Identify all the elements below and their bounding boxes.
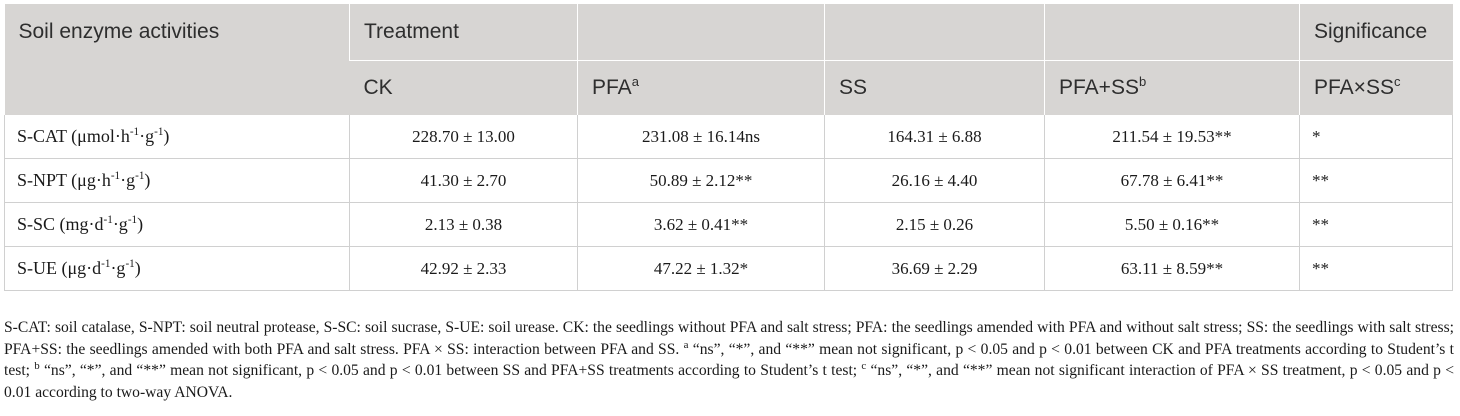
enzyme-table-container: Soil enzyme activities Treatment Signifi… [4, 4, 1453, 291]
header-ss-text: SS [839, 76, 868, 99]
row-label: S-UE (μg·d-1·g-1) [4, 246, 350, 291]
table-row: S-CAT (μmol·h-1·g-1) 228.70 ± 13.00 231.… [4, 115, 1453, 159]
cell-ck: 228.70 ± 13.00 [349, 115, 578, 159]
row-label: S-CAT (μmol·h-1·g-1) [4, 115, 350, 159]
cell-ss: 2.15 ± 0.26 [824, 202, 1045, 247]
row-label-sup: -1 [103, 214, 113, 226]
header-pfa-ss-text: PFA+SS [1059, 76, 1139, 99]
enzyme-activity-table: Soil enzyme activities Treatment Signifi… [4, 4, 1453, 291]
table-header: Soil enzyme activities Treatment Signifi… [4, 4, 1453, 115]
header-pfa-ss-sup: b [1138, 74, 1147, 89]
header-group-treatment: Treatment [349, 4, 578, 61]
row-label-sup: -1 [127, 214, 138, 226]
header-blank-3 [1044, 4, 1300, 61]
header-pfa: PFAa [577, 60, 825, 115]
cell-significance: * [1299, 115, 1453, 159]
cell-ck: 2.13 ± 0.38 [349, 202, 578, 247]
cell-ss: 164.31 ± 6.88 [824, 115, 1045, 159]
row-label-part: ·g [120, 170, 136, 190]
table-row: S-UE (μg·d-1·g-1) 42.92 ± 2.33 47.22 ± 1… [4, 246, 1453, 291]
table-row: S-NPT (μg·h-1·g-1) 41.30 ± 2.70 50.89 ± … [4, 158, 1453, 203]
cell-ss: 26.16 ± 4.40 [824, 158, 1045, 203]
footnote-b-text: “ns”, “*”, and “**” mean not significant… [43, 362, 858, 379]
row-label-part: S-UE (μg·d [17, 258, 102, 278]
header-row-groups: Soil enzyme activities Treatment Signifi… [4, 4, 1453, 115]
row-label: S-NPT (μg·h-1·g-1) [4, 158, 350, 203]
footnote-c-text: “ns”, “*”, and “**” mean not significant… [4, 362, 1454, 401]
footnote-a-text: “ns”, “*”, and “**” mean not significant… [4, 340, 1454, 380]
row-label-part: ·g [139, 126, 155, 146]
row-label-part: ) [144, 170, 151, 190]
cell-pfa: 231.08 ± 16.14ns [577, 115, 825, 159]
row-label-sup: -1 [101, 258, 111, 270]
cell-significance: ** [1299, 158, 1453, 203]
cell-ss: 36.69 ± 2.29 [824, 246, 1045, 291]
footnote-main: S-CAT: soil catalase, S-NPT: soil neutra… [4, 319, 1454, 358]
header-blank-1 [577, 4, 825, 61]
row-label-sup: -1 [110, 170, 121, 182]
cell-significance: ** [1299, 246, 1453, 291]
cell-pfa-ss: 63.11 ± 8.59** [1044, 246, 1300, 291]
header-pfa-ss: PFA+SSb [1044, 60, 1300, 115]
header-pfa-text: PFA [592, 76, 632, 99]
header-pfa-x-ss-sup: c [1393, 74, 1401, 89]
header-group-significance: Significance [1299, 4, 1453, 61]
row-label-part: ) [134, 258, 141, 278]
row-label-sup: -1 [125, 258, 135, 270]
table-body: S-CAT (μmol·h-1·g-1) 228.70 ± 13.00 231.… [4, 115, 1453, 291]
header-pfa-sup: a [631, 74, 639, 89]
header-ck: CK [349, 60, 578, 115]
header-blank-2 [824, 4, 1045, 61]
row-label-sup: -1 [154, 126, 164, 138]
row-label: S-SC (mg·d-1·g-1) [4, 202, 350, 247]
cell-pfa: 50.89 ± 2.12** [577, 158, 825, 203]
cell-pfa-ss: 211.54 ± 19.53** [1044, 115, 1300, 159]
cell-pfa: 3.62 ± 0.41** [577, 202, 825, 247]
row-label-part: S-SC (mg·d [17, 214, 104, 234]
table-row: S-SC (mg·d-1·g-1) 2.13 ± 0.38 3.62 ± 0.4… [4, 202, 1453, 247]
cell-pfa-ss: 67.78 ± 6.41** [1044, 158, 1300, 203]
footnote-c-mark: c [861, 359, 867, 372]
row-label-part: ) [137, 214, 144, 234]
row-label-part: ·g [110, 258, 126, 278]
row-label-sup: -1 [129, 126, 140, 138]
footnote-b-mark: b [34, 359, 40, 372]
cell-pfa: 47.22 ± 1.32* [577, 246, 825, 291]
row-label-part: S-CAT (μmol·h [17, 126, 130, 146]
cell-ck: 42.92 ± 2.33 [349, 246, 578, 291]
header-soil-enzyme-activities: Soil enzyme activities [4, 4, 350, 115]
header-pfa-x-ss: PFA×SSc [1299, 60, 1453, 115]
row-label-part: ·g [112, 214, 128, 234]
cell-pfa-ss: 5.50 ± 0.16** [1044, 202, 1300, 247]
row-label-part: S-NPT (μg·h [17, 170, 111, 190]
row-label-part: ) [163, 126, 170, 146]
header-ss: SS [824, 60, 1045, 115]
row-label-sup: -1 [135, 170, 145, 182]
header-pfa-x-ss-text: PFA×SS [1314, 76, 1394, 99]
header-ck-text: CK [363, 76, 393, 99]
footnote-a-mark: a [683, 338, 689, 351]
table-footnote: S-CAT: soil catalase, S-NPT: soil neutra… [4, 317, 1454, 403]
cell-ck: 41.30 ± 2.70 [349, 158, 578, 203]
header-row-treatments: CK PFAa SS PFA+SSb PFA×SSc [5, 60, 1453, 115]
cell-significance: ** [1299, 202, 1453, 247]
